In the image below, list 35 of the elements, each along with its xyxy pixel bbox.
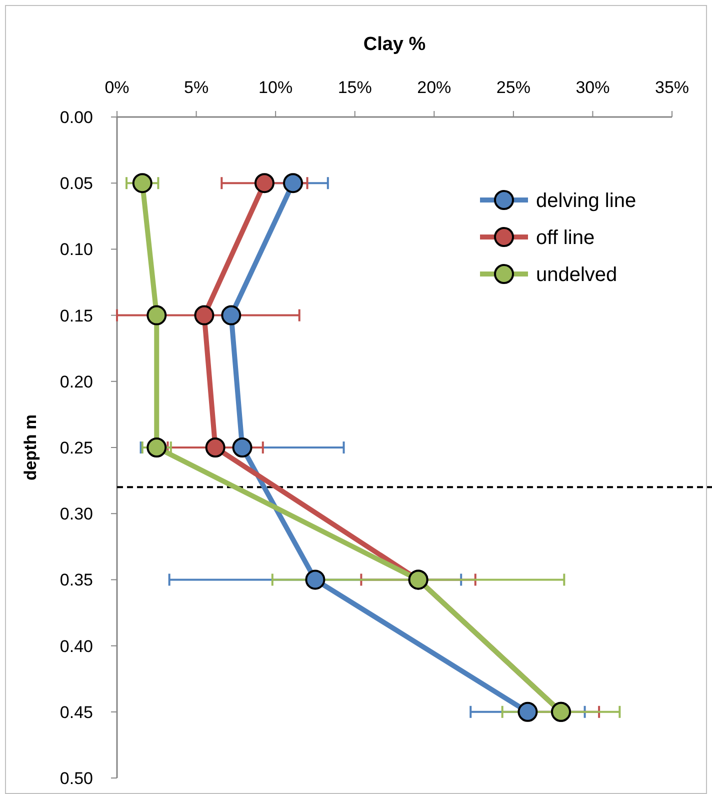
point — [232, 438, 252, 458]
y-tick-label: 0.05 — [60, 174, 93, 194]
point — [146, 438, 167, 458]
point — [254, 173, 274, 194]
point — [221, 305, 242, 326]
legend-label: undelved — [536, 264, 618, 286]
x-tick-label: 35% — [654, 78, 690, 97]
y-tick-label: 0.35 — [60, 570, 93, 590]
x-tick-label: 0% — [104, 78, 130, 97]
point — [205, 438, 226, 458]
y-tick-label: 0.50 — [60, 769, 93, 788]
x-tick-label: 20% — [417, 78, 452, 97]
x-tick-label: 5% — [184, 78, 209, 97]
y-tick-label: 0.40 — [60, 636, 93, 656]
y-tick-label: 0.20 — [60, 372, 93, 392]
y-axis-title: depth m — [21, 414, 40, 481]
y-tick-label: 0.25 — [60, 438, 93, 458]
y-tick-label: 0.15 — [60, 306, 93, 326]
point — [146, 305, 167, 326]
y-tick-label: 0.10 — [60, 240, 93, 260]
x-tick-label: 25% — [496, 78, 530, 97]
point — [305, 570, 326, 590]
point — [518, 702, 538, 722]
point — [283, 173, 304, 194]
x-axis-title: Clay % — [363, 34, 426, 55]
legend-label: off line — [536, 227, 595, 249]
legend-label: delving line — [536, 190, 636, 212]
y-tick-label: 0.45 — [60, 702, 93, 722]
x-tick-label: 15% — [338, 78, 372, 97]
y-tick-label: 0.00 — [60, 108, 93, 127]
point — [194, 305, 214, 326]
x-tick-label: 30% — [576, 78, 610, 97]
y-tick-label: 0.30 — [60, 504, 93, 524]
point — [132, 173, 152, 194]
x-tick-label: 10% — [258, 78, 293, 97]
